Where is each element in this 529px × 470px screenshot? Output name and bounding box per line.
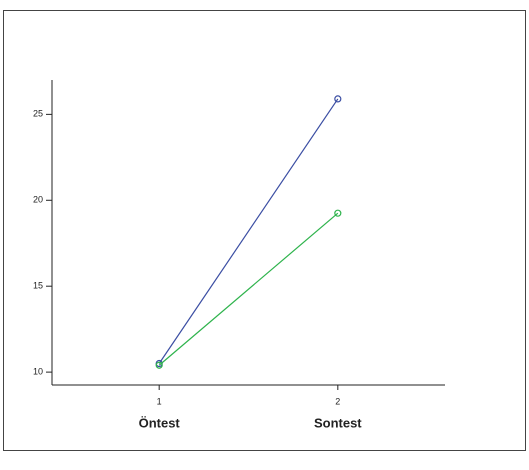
chart-frame	[3, 10, 526, 451]
point-marker	[334, 209, 342, 217]
point-marker	[334, 95, 342, 103]
y-tick-label: 25	[33, 109, 43, 119]
point-marker	[155, 361, 163, 369]
x-tick-label: 1	[157, 396, 162, 406]
series-line	[158, 212, 339, 366]
series-line	[158, 98, 339, 364]
x-tick-label: 2	[335, 396, 340, 406]
y-tick-label: 20	[33, 195, 43, 205]
y-tick-label: 15	[33, 281, 43, 291]
category-label: Sontest	[314, 415, 362, 430]
category-label: Öntest	[139, 415, 181, 430]
y-tick-label: 10	[33, 366, 43, 376]
